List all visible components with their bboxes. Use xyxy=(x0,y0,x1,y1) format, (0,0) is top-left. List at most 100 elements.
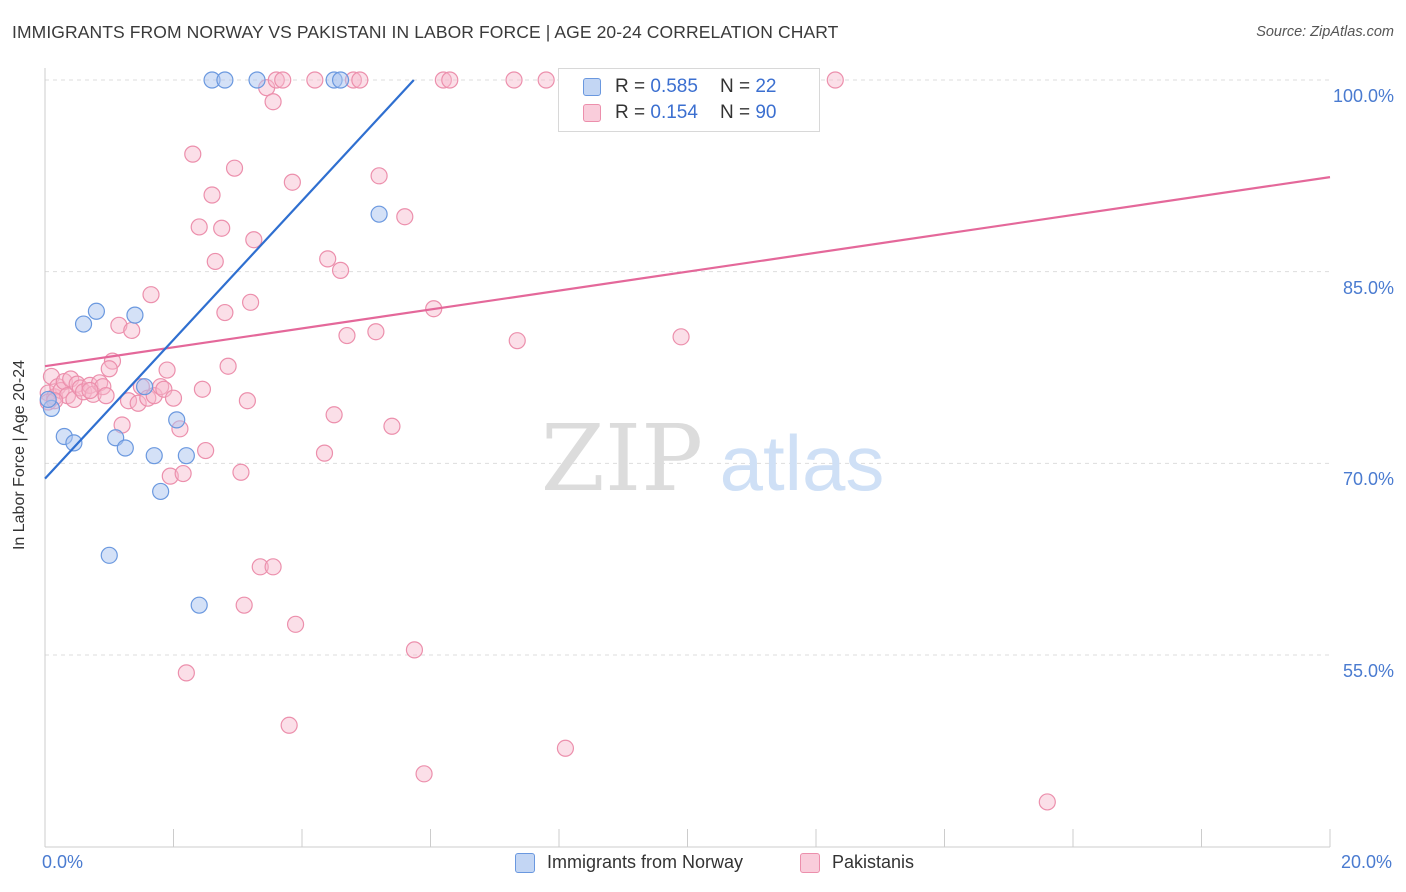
pakistani-point xyxy=(81,376,99,394)
correlation-legend: R = 0.585 N = 22 R = 0.154 N = 90 xyxy=(558,68,820,132)
source-label: Source: ZipAtlas.com xyxy=(1256,24,1394,40)
norway-point xyxy=(331,71,350,89)
pakistani-point xyxy=(267,71,285,89)
bottom-legend-pakistani: Pakistanis xyxy=(800,852,914,873)
bottom-swatch-pakistani xyxy=(800,852,820,873)
pakistani-point xyxy=(505,71,523,89)
pakistani-point xyxy=(161,467,179,485)
pakistani-point xyxy=(235,596,253,614)
pakistani-point xyxy=(164,389,183,407)
pakistani-point xyxy=(184,145,202,163)
pakistani-point xyxy=(97,387,115,405)
pakistani-trend-line xyxy=(44,176,1331,368)
pakistani-point xyxy=(351,71,369,89)
pakistani-point xyxy=(331,261,350,279)
legend-pak-n-label: N = xyxy=(719,102,751,123)
pakistani-point xyxy=(826,71,844,89)
pakistani-point xyxy=(264,558,282,576)
y-tick-label: 55.0% xyxy=(1342,661,1394,681)
y-axis-label: In Labor Force | Age 20-24 xyxy=(11,359,28,551)
pakistani-point xyxy=(415,765,433,783)
pakistani-point xyxy=(383,417,401,435)
pakistani-point xyxy=(206,252,224,271)
pakistani-point xyxy=(119,392,138,410)
pakistani-point xyxy=(232,463,250,481)
pakistani-point xyxy=(286,615,305,633)
pakistani-point xyxy=(174,464,192,483)
x-tick-min: 0.0% xyxy=(42,852,84,872)
pakistani-point xyxy=(238,392,256,410)
pakistani-point xyxy=(1038,793,1056,811)
pakistani-point xyxy=(193,380,212,398)
norway-point xyxy=(39,390,57,409)
norway-point xyxy=(135,378,154,396)
pakistani-point xyxy=(441,71,459,89)
norway-point xyxy=(100,546,118,564)
trend-lines xyxy=(44,79,1331,480)
norway-point xyxy=(152,482,170,501)
pakistani-point xyxy=(306,71,324,89)
legend-pak-r-value: 0.154 xyxy=(650,102,698,123)
norway-point xyxy=(116,439,134,457)
pakistani-point xyxy=(367,323,385,341)
pakistani-point xyxy=(213,219,231,237)
chart-title: IMMIGRANTS FROM NORWAY VS PAKISTANI IN L… xyxy=(12,22,839,42)
pakistani-point xyxy=(74,383,93,401)
watermark-zip: ZIP xyxy=(541,405,703,512)
legend-row-pakistani: R = 0.154 N = 90 xyxy=(583,101,776,125)
norway-point xyxy=(74,315,93,333)
pakistani-point xyxy=(405,641,424,659)
legend-norway-n-value: 22 xyxy=(755,76,777,97)
y-tick-label: 85.0% xyxy=(1342,277,1394,298)
pakistani-point xyxy=(203,186,221,204)
norway-point xyxy=(168,411,186,429)
pakistani-point xyxy=(100,360,118,378)
y-tick-label: 70.0% xyxy=(1342,469,1394,490)
pakistani-point xyxy=(280,716,298,734)
legend-norway-r-value: 0.585 xyxy=(650,76,698,97)
norway-point xyxy=(190,596,208,614)
pakistani-point xyxy=(110,316,128,334)
legend-swatch-pakistani xyxy=(583,104,601,122)
pakistani-point xyxy=(142,286,160,304)
x-tick-max: 20.0% xyxy=(1340,852,1392,872)
norway-point xyxy=(87,302,106,320)
pakistani-point xyxy=(177,664,195,682)
norway-points xyxy=(39,71,388,614)
pakistani-point xyxy=(556,739,575,757)
pakistani-point xyxy=(315,444,334,462)
pakistani-point xyxy=(338,326,356,345)
norway-point xyxy=(65,434,83,452)
bottom-legend-norway: Immigrants from Norway xyxy=(515,852,743,873)
pakistani-point xyxy=(264,93,282,111)
axes xyxy=(44,68,1331,848)
bottom-legend-pakistani-label: Pakistanis xyxy=(832,852,915,872)
pakistani-point xyxy=(42,367,61,386)
pakistani-point xyxy=(245,231,263,249)
pakistani-point xyxy=(283,173,301,191)
y-tick-label: 100.0% xyxy=(1332,86,1394,106)
pakistani-point xyxy=(242,293,260,311)
pakistani-point xyxy=(219,357,237,375)
pakistani-point xyxy=(129,394,147,412)
pakistani-point xyxy=(225,159,244,177)
norway-point xyxy=(126,306,144,324)
pakistani-point xyxy=(94,378,112,396)
pakistani-point xyxy=(251,558,269,576)
norway-trend-line xyxy=(44,79,415,480)
norway-point xyxy=(177,447,195,465)
legend-swatch-norway xyxy=(583,78,601,96)
pakistani-point xyxy=(216,303,234,322)
legend-norway-n-label: N = xyxy=(719,76,751,97)
pakistani-point xyxy=(396,208,414,226)
pakistani-point xyxy=(158,361,176,379)
pakistani-point xyxy=(434,71,452,89)
watermark: ZIP atlas xyxy=(541,405,884,512)
pakistani-point xyxy=(370,167,388,185)
norway-point xyxy=(216,71,234,89)
pakistani-point xyxy=(81,381,99,400)
legend-norway-r-label: R = xyxy=(615,76,646,97)
norway-point xyxy=(145,447,163,465)
pakistani-point xyxy=(319,250,337,268)
